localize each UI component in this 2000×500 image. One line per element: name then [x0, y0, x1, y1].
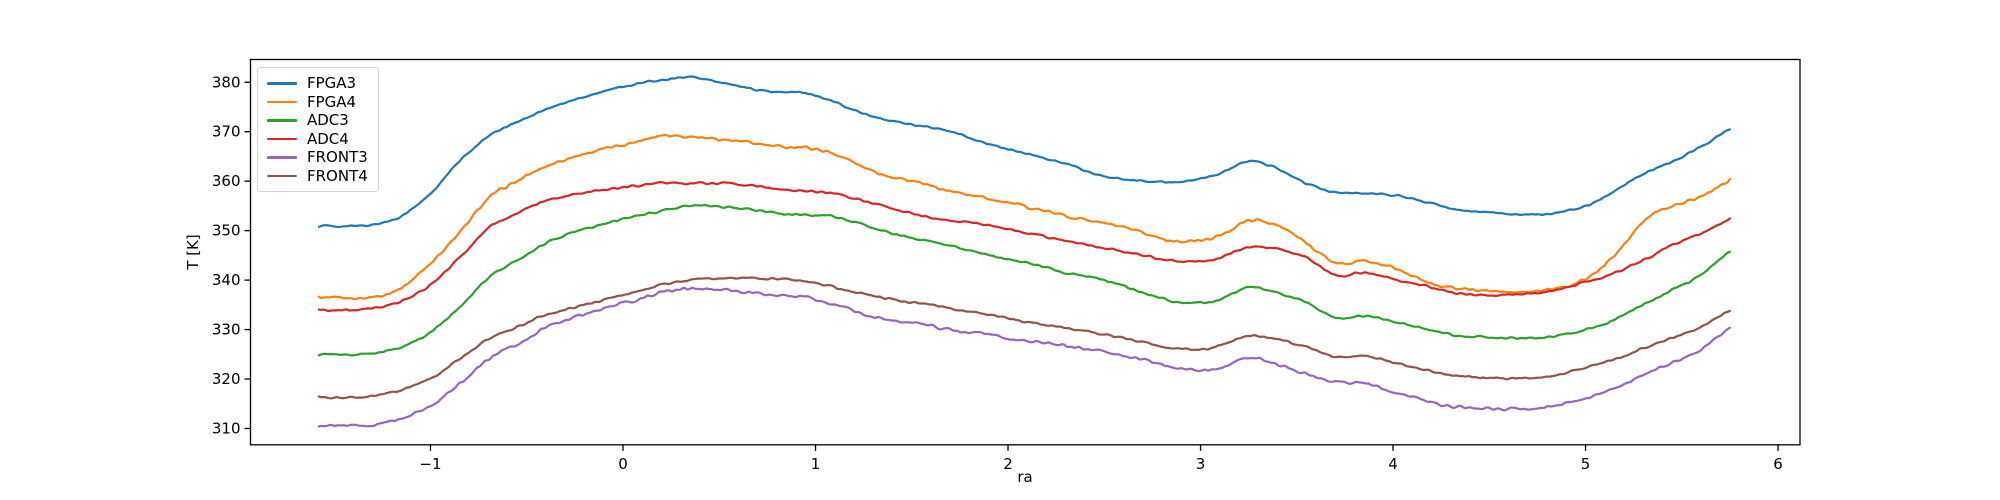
series-line-FPGA3 — [317, 75, 1732, 229]
series-line-FRONT3 — [317, 286, 1732, 428]
legend-entry-ADC4: ADC4 — [267, 130, 368, 149]
y-tick-label: 330 — [212, 321, 241, 339]
legend-label: FPGA4 — [307, 92, 357, 111]
series-line-FRONT4 — [317, 276, 1732, 400]
legend: FPGA3 FPGA4 ADC3 ADC4 FRONT3 FRONT4 — [257, 67, 379, 192]
y-tick-label: 340 — [212, 271, 241, 289]
legend-entry-FRONT4: FRONT4 — [267, 167, 368, 186]
x-tick-label: 5 — [1581, 455, 1591, 473]
y-tick-label: 360 — [212, 172, 241, 190]
legend-entry-FRONT3: FRONT3 — [267, 148, 368, 167]
series-line-ADC4 — [317, 181, 1732, 313]
x-axis-label: ra — [1017, 468, 1033, 486]
x-tick-label: 3 — [1196, 455, 1206, 473]
legend-swatch-ADC3 — [267, 119, 297, 122]
legend-entry-FPGA4: FPGA4 — [267, 93, 368, 112]
y-tick-label: 380 — [212, 73, 241, 91]
y-tick-label: 370 — [212, 123, 241, 141]
legend-swatch-FRONT3 — [267, 156, 297, 159]
series-line-FPGA4 — [317, 133, 1732, 301]
plot-border — [249, 58, 1801, 446]
y-tick-label: 320 — [212, 370, 241, 388]
legend-entry-ADC3: ADC3 — [267, 111, 368, 130]
series-line-ADC3 — [317, 203, 1732, 357]
legend-label: FPGA3 — [307, 74, 357, 92]
x-tick-label: 4 — [1388, 455, 1398, 473]
legend-swatch-ADC4 — [267, 137, 297, 140]
legend-entry-FPGA3: FPGA3 — [267, 74, 368, 93]
legend-swatch-FRONT4 — [267, 174, 297, 177]
legend-swatch-FPGA4 — [267, 100, 297, 103]
y-axis-label: T [K] — [184, 234, 202, 270]
legend-swatch-FPGA3 — [267, 82, 297, 85]
x-tick-label: 0 — [618, 455, 628, 473]
x-tick-label: 6 — [1773, 455, 1783, 473]
legend-label: ADC3 — [307, 111, 349, 129]
y-tick-label: 350 — [212, 222, 241, 240]
x-tick-label: 1 — [811, 455, 821, 473]
x-tick-label: 2 — [1003, 455, 1013, 473]
legend-label: FRONT3 — [307, 148, 368, 166]
legend-label: FRONT4 — [307, 166, 368, 185]
x-tick-label: −1 — [419, 455, 441, 473]
legend-label: ADC4 — [307, 129, 349, 148]
y-tick-label: 310 — [212, 419, 241, 437]
